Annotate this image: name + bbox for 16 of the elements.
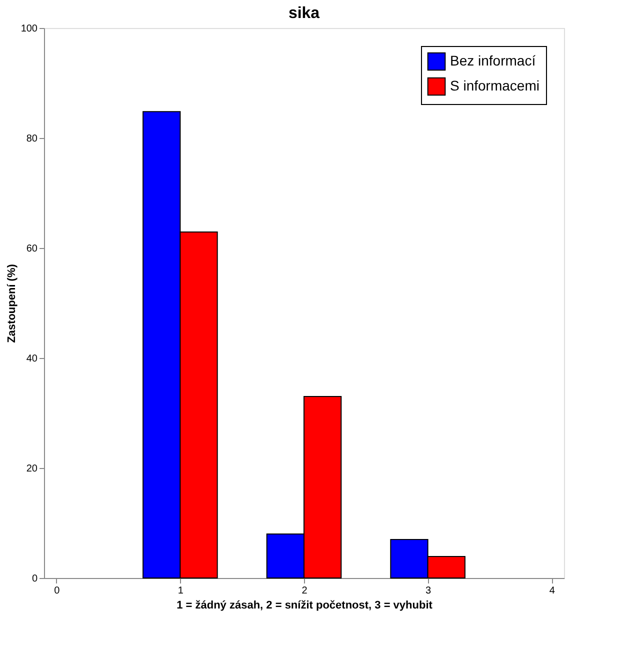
y-tick-label: 0 bbox=[32, 574, 38, 584]
y-tick-label: 80 bbox=[26, 134, 38, 144]
x-axis-title: 1 = žádný zásah, 2 = snížit početnost, 3 = vyhubit bbox=[176, 600, 433, 612]
y-axis-title: Zastoupení (%) bbox=[6, 264, 18, 343]
y-tick-label: 60 bbox=[26, 244, 38, 254]
y-tick-label: 100 bbox=[20, 24, 38, 34]
x-tick-label: 2 bbox=[302, 586, 308, 596]
y-tick-label: 40 bbox=[26, 354, 38, 364]
x-tick-label: 4 bbox=[549, 586, 556, 596]
legend-label: Bez informací bbox=[450, 52, 536, 68]
legend-label: S informacemi bbox=[450, 78, 540, 94]
x-tick-label: 0 bbox=[54, 586, 60, 596]
y-tick-label: 20 bbox=[26, 464, 38, 474]
chart-title: sika bbox=[288, 5, 320, 22]
x-tick-label: 1 bbox=[178, 586, 184, 596]
x-tick-label: 3 bbox=[426, 586, 432, 596]
